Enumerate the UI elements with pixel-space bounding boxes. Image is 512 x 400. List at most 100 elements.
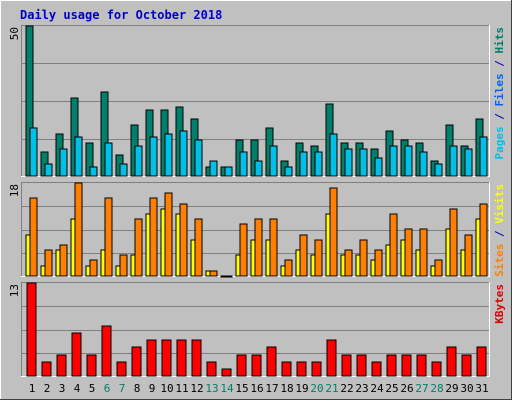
bar-sites-day-19 — [299, 234, 308, 277]
bar-files-day-4 — [74, 136, 83, 177]
bar-kbytes-day-30 — [461, 354, 472, 377]
bar-sites-day-16 — [254, 218, 263, 277]
bar-files-day-20 — [314, 151, 323, 177]
bar-sites-day-17 — [269, 218, 278, 277]
bar-kbytes-day-12 — [191, 339, 202, 377]
bar-files-day-3 — [59, 148, 68, 177]
bar-sites-day-4 — [74, 182, 83, 277]
x-tick-labels: 1 2 3 4 5 6 7 8 9 10 11 12 13 14 15 16 17 18 19 20 21 22 23 24 2… — [29, 382, 489, 395]
bar-files-day-16 — [254, 160, 263, 177]
bar-files-day-19 — [299, 151, 308, 177]
bar-kbytes-day-15 — [236, 354, 247, 377]
bar-kbytes-day-14 — [221, 368, 232, 377]
x-tick-label: 21 — [325, 382, 338, 395]
axis-label-part: Files — [493, 73, 506, 106]
bar-sites-day-13 — [209, 270, 218, 277]
bar-kbytes-day-3 — [56, 354, 67, 377]
x-tick-label: 29 — [445, 382, 458, 395]
x-tick-label: 18 — [280, 382, 293, 395]
x-tick-label: 31 — [475, 382, 488, 395]
bar-sites-day-12 — [194, 218, 203, 277]
bar-kbytes-day-10 — [161, 339, 172, 377]
bar-files-day-17 — [269, 145, 278, 177]
bar-kbytes-day-8 — [131, 346, 142, 377]
x-tick-label: 25 — [385, 382, 398, 395]
bar-files-day-13 — [209, 160, 218, 177]
panel-visits-sites: 18 Sites / Visits — [8, 182, 506, 278]
x-tick-label: 5 — [89, 382, 96, 395]
x-tick-label: 3 — [59, 382, 66, 395]
x-tick-label: 2 — [44, 382, 51, 395]
series-axis-label: KBytes — [493, 284, 506, 324]
bar-kbytes-day-6 — [101, 325, 112, 377]
x-tick-label: 22 — [340, 382, 353, 395]
x-tick-label: 8 — [134, 382, 141, 395]
bar-sites-day-10 — [164, 192, 173, 277]
x-tick-label: 4 — [74, 382, 81, 395]
x-tick-label: 16 — [250, 382, 263, 395]
bar-kbytes-day-16 — [251, 354, 262, 377]
bar-sites-day-22 — [344, 249, 353, 277]
bar-kbytes-day-4 — [71, 332, 82, 377]
x-tick-label: 27 — [415, 382, 428, 395]
bar-files-day-25 — [389, 145, 398, 177]
series-axis-label: Pages / Files / Hits — [493, 27, 506, 160]
x-tick-label: 1 — [29, 382, 36, 395]
x-tick-label: 7 — [119, 382, 126, 395]
axis-label-part: Hits — [493, 27, 506, 54]
bar-files-day-8 — [134, 145, 143, 177]
bar-kbytes-day-19 — [296, 361, 307, 377]
x-tick-label: 26 — [400, 382, 413, 395]
x-tick-label: 11 — [175, 382, 188, 395]
bar-files-day-5 — [89, 166, 98, 177]
bar-sites-day-26 — [404, 228, 413, 277]
axis-label-part: / — [493, 54, 506, 74]
bar-files-day-22 — [344, 148, 353, 177]
bar-kbytes-day-29 — [446, 346, 457, 377]
x-tick-label: 12 — [190, 382, 203, 395]
bar-kbytes-day-13 — [206, 361, 217, 377]
bar-kbytes-day-1 — [26, 282, 37, 377]
bar-files-day-9 — [149, 136, 158, 177]
bar-files-day-10 — [164, 133, 173, 177]
bar-files-day-27 — [419, 151, 428, 177]
bar-files-day-14 — [224, 166, 233, 177]
bar-kbytes-day-24 — [371, 361, 382, 377]
x-tick-label: 9 — [149, 382, 156, 395]
bar-kbytes-day-2 — [41, 361, 52, 377]
bar-files-day-31 — [479, 136, 488, 177]
bar-sites-day-25 — [389, 213, 398, 277]
axis-label-part: / — [493, 107, 506, 127]
bar-kbytes-day-25 — [386, 354, 397, 377]
x-tick-label: 6 — [104, 382, 111, 395]
x-tick-label: 30 — [460, 382, 473, 395]
bar-kbytes-day-11 — [176, 339, 187, 377]
bar-files-day-15 — [239, 151, 248, 177]
x-tick-label: 14 — [220, 382, 234, 395]
bar-kbytes-day-28 — [431, 361, 442, 377]
bar-kbytes-day-26 — [401, 354, 412, 377]
x-tick-label: 28 — [430, 382, 443, 395]
bar-files-day-28 — [434, 163, 443, 177]
bar-sites-day-9 — [149, 197, 158, 277]
scale-max-label: 50 — [8, 27, 21, 40]
bar-kbytes-day-7 — [116, 361, 127, 377]
x-tick-label: 10 — [160, 382, 173, 395]
bar-files-day-11 — [179, 130, 188, 177]
bar-sites-day-2 — [44, 249, 53, 277]
bar-files-day-23 — [359, 148, 368, 177]
x-tick-label: 17 — [265, 382, 278, 395]
bar-files-day-21 — [329, 133, 338, 177]
panel-hits-files-pages: 50 Pages / Files / Hits — [8, 25, 506, 177]
bar-kbytes-day-20 — [311, 361, 322, 377]
bar-sites-day-1 — [29, 197, 38, 277]
bar-sites-day-24 — [374, 249, 383, 277]
bar-sites-day-30 — [464, 234, 473, 277]
x-tick-label: 19 — [295, 382, 308, 395]
bar-sites-day-5 — [89, 259, 98, 277]
x-tick-label: 24 — [370, 382, 384, 395]
bar-files-day-6 — [104, 142, 113, 177]
bar-sites-day-29 — [449, 208, 458, 277]
bar-sites-day-7 — [119, 254, 128, 277]
bar-kbytes-day-9 — [146, 339, 157, 377]
